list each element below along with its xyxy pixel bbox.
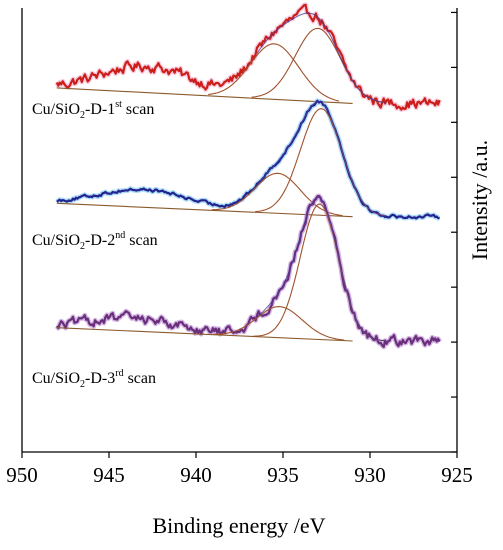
- x-tick-label-945: 945: [93, 463, 125, 487]
- y-axis-title: Intensity /a.u.: [467, 140, 492, 260]
- y-ticks: [451, 11, 457, 453]
- scan-label-3: Cu/SiO2-D-3rd scan: [32, 368, 156, 390]
- x-axis-title: Binding energy /eV: [152, 513, 325, 538]
- scan-label-1: Cu/SiO2-D-1st scan: [32, 99, 154, 121]
- scan-labels: Cu/SiO2-D-1st scan Cu/SiO2-D-2nd scan Cu…: [32, 99, 158, 390]
- series-layer: [54, 2, 442, 350]
- series-1-raw-halo: [54, 2, 442, 113]
- series-1-envelope: [256, 12, 387, 104]
- series-1: [54, 2, 442, 113]
- series-1-fit-peak-1: [208, 43, 340, 102]
- series-3: [54, 193, 442, 350]
- series-2-raw-halo: [55, 98, 441, 221]
- series-1-baseline: [56, 87, 353, 105]
- series-3-envelope: [256, 196, 387, 342]
- series-2-envelope: [256, 101, 387, 217]
- series-3-fit-peak-2: [253, 203, 385, 342]
- x-tick-label-930: 930: [354, 463, 386, 487]
- x-tick-label-935: 935: [267, 463, 299, 487]
- series-2-raw: [56, 99, 440, 220]
- x-tick-label-925: 925: [441, 463, 473, 487]
- series-2: [55, 98, 441, 221]
- series-3-baseline: [56, 327, 353, 342]
- x-ticks: [21, 452, 458, 458]
- series-2-baseline: [56, 202, 353, 218]
- scan-label-2: Cu/SiO2-D-2nd scan: [32, 230, 158, 252]
- series-3-fit-peak-1: [213, 306, 345, 341]
- x-tick-label-950: 950: [6, 463, 38, 487]
- x-tick-label-940: 940: [180, 463, 212, 487]
- series-2-fit-peak-1: [211, 172, 343, 217]
- series-1-raw: [55, 3, 441, 111]
- x-tick-labels: 950 945 940 935 930 925: [6, 463, 473, 487]
